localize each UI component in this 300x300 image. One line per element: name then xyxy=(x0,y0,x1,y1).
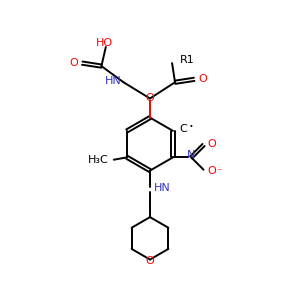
Text: O: O xyxy=(199,74,207,84)
Text: O: O xyxy=(146,256,154,266)
Text: O: O xyxy=(208,166,216,176)
Text: HO: HO xyxy=(96,38,113,47)
Text: O: O xyxy=(69,58,78,68)
Text: R1: R1 xyxy=(180,55,195,64)
Text: O: O xyxy=(146,94,154,103)
Text: N: N xyxy=(187,150,195,160)
Text: ⁻: ⁻ xyxy=(216,168,221,178)
Text: O: O xyxy=(208,139,216,149)
Text: HN: HN xyxy=(154,183,170,193)
Text: C: C xyxy=(179,124,187,134)
Text: ·: · xyxy=(188,120,193,135)
Text: HN: HN xyxy=(104,76,121,86)
Text: H₃C: H₃C xyxy=(88,155,109,165)
